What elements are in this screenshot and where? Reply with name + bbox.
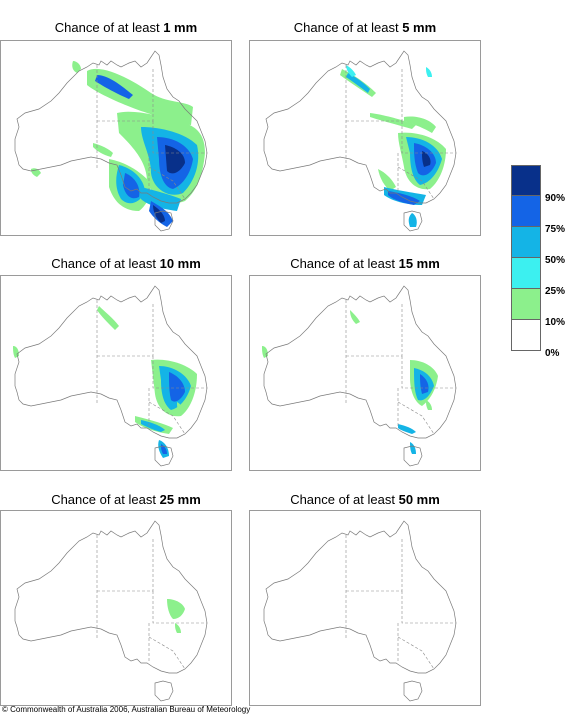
state-borders [345,65,456,200]
copyright-notice: © Commonwealth of Australia 2006, Austra… [2,705,251,714]
panel-amount: 5 mm [402,20,437,35]
panel-title-1mm: Chance of at least 1 mm [54,20,198,35]
tasmania [403,680,423,702]
map-panel-15mm [249,275,481,471]
panel-title-15mm: Chance of at least 15 mm [290,256,440,271]
panel-title-25mm: Chance of at least 25 mm [51,492,201,507]
australia-map [263,520,457,702]
coastline [263,520,457,674]
panel-amount: 25 mm [159,492,201,507]
panel-title-5mm: Chance of at least 5 mm [293,20,437,35]
rain-probability-overlay [13,306,197,458]
rain-probability-overlay [31,61,205,227]
legend-label-75: 75% [545,224,566,235]
australia-map [13,285,208,467]
tasmania [403,445,423,467]
legend-label-25: 25% [545,286,566,297]
legend-swatch-25 [511,258,541,289]
map-panel-50mm [249,510,481,706]
legend-swatch-90 [511,165,541,196]
state-borders [96,65,207,200]
tasmania [154,680,174,702]
legend-swatch-75 [511,196,541,227]
legend-label-90: 90% [545,193,566,204]
map-panel-10mm [0,275,232,471]
panel-title-10mm: Chance of at least 10 mm [51,256,201,271]
australia-map [262,285,457,467]
state-borders [96,300,207,435]
australia-map [263,50,457,232]
tasmania [154,210,174,232]
map-panel-25mm [0,510,232,706]
tasmania [154,445,174,467]
coastline [14,50,208,204]
legend-swatch-50 [511,227,541,258]
legend-label-50: 50% [545,255,566,266]
australia-map [14,50,208,232]
rain-probability-overlay [167,599,185,633]
map-panel-1mm [0,40,232,236]
rain-probability-overlay [262,310,438,454]
coastline [263,285,457,439]
panel-amount: 1 mm [163,20,198,35]
coastline [14,520,208,674]
legend-swatch-10 [511,289,541,320]
panel-amount: 15 mm [398,256,440,271]
panel-title-50mm: Chance of at least 50 mm [290,492,440,507]
legend-swatch-0 [511,320,541,351]
state-borders [345,535,456,670]
rain-probability-overlay [340,65,446,227]
coastline [263,50,457,204]
state-borders [345,300,456,435]
map-panel-5mm [249,40,481,236]
tasmania [403,210,423,232]
state-borders [96,535,207,670]
panel-amount: 10 mm [159,256,201,271]
coastline [14,285,208,439]
legend-label-10: 10% [545,317,566,328]
legend-label-0: 0% [545,348,560,359]
australia-map [14,520,208,702]
panel-amount: 50 mm [398,492,440,507]
